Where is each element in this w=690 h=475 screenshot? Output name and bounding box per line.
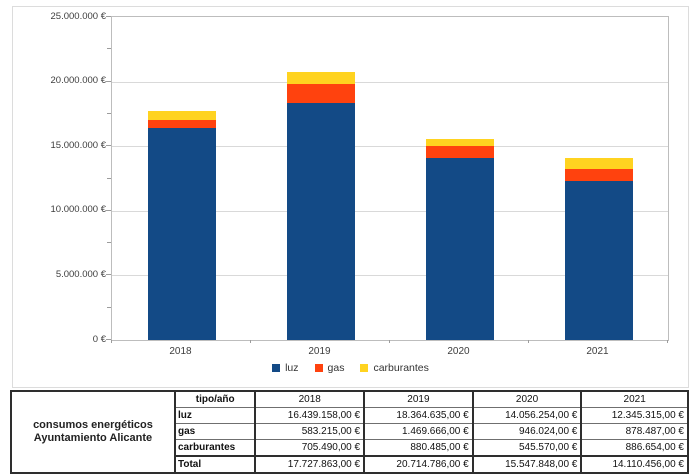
legend-item-luz: luz [272, 362, 299, 374]
row-label-luz: luz [174, 407, 256, 424]
data-table-wrap: consumos energéticos Ayuntamiento Alican… [10, 390, 689, 474]
cell-total-2020: 15.547.848,00 € [471, 455, 582, 474]
table-year-2018: 2018 [254, 390, 365, 408]
legend-swatch-gas [314, 364, 323, 372]
x-tick [250, 340, 251, 343]
x-axis-label: 2019 [308, 346, 331, 357]
y-axis-label: 15.000.000 € [50, 139, 106, 151]
cell-carburantes-2021: 886.654,00 € [580, 439, 689, 457]
legend-swatch-carburantes [360, 364, 369, 372]
y-tick [107, 177, 111, 179]
bar-segment-gas [286, 83, 355, 103]
cell-carburantes-2019: 880.485,00 € [363, 439, 474, 457]
y-axis-label: 10.000.000 € [50, 204, 106, 216]
gridline [112, 146, 668, 148]
cell-total-2021: 14.110.456,00 € [580, 455, 689, 474]
cell-carburantes-2018: 705.490,00 € [254, 439, 365, 457]
x-axis-label: 2020 [447, 346, 470, 357]
y-tick [106, 274, 111, 276]
table-year-2021: 2021 [580, 390, 689, 408]
y-axis-label: 5.000.000 € [55, 268, 106, 280]
cell-luz-2020: 14.056.254,00 € [471, 407, 582, 424]
y-axis-label: 0 € [92, 333, 106, 345]
table-year-2020: 2020 [471, 390, 582, 408]
gridline [112, 210, 668, 212]
chart-area: luz gas carburantes 0 € 5.000.000 € 10.000… [12, 6, 689, 388]
y-tick [107, 112, 111, 114]
bar-segment-carburantes [147, 110, 216, 121]
x-tick [528, 340, 529, 343]
legend-swatch-luz [272, 364, 281, 372]
y-tick [107, 306, 111, 308]
plot-area [111, 16, 669, 341]
y-tick [106, 339, 111, 340]
x-axis-label: 2021 [586, 346, 609, 357]
table-row-gas: gas 583.215,00 € 1.469.666,00 € 946.024,… [11, 423, 689, 440]
bar-segment-gas [425, 146, 494, 159]
cell-gas-2019: 1.469.666,00 € [363, 423, 474, 440]
cell-total-2018: 17.727.863,00 € [254, 455, 365, 474]
row-label-carburantes: carburantes [174, 439, 256, 457]
row-label-gas: gas [174, 423, 256, 440]
table-header-row: consumos energéticos Ayuntamiento Alican… [10, 390, 689, 474]
row-label-total: Total [174, 455, 256, 474]
gridline [112, 81, 668, 83]
y-tick [107, 48, 111, 50]
y-axis-label: 20.000.000 € [50, 75, 106, 87]
cell-carburantes-2020: 545.570,00 € [471, 439, 582, 457]
legend-label-luz: luz [285, 362, 299, 374]
x-tick [389, 340, 390, 343]
legend-item-carburantes: carburantes [360, 362, 429, 374]
cell-gas-2020: 946.024,00 € [471, 423, 582, 440]
cell-luz-2019: 18.364.635,00 € [363, 407, 474, 424]
bar-segment-gas [147, 120, 216, 128]
y-tick [106, 209, 111, 211]
legend-label-gas: gas [327, 362, 345, 374]
y-tick [106, 145, 111, 147]
table-row-total: Total 17.727.863,00 € 20.714.786,00 € 15… [11, 455, 689, 474]
bar-segment-carburantes [286, 72, 355, 84]
cell-luz-2018: 16.439.158,00 € [254, 407, 365, 424]
bar-segment-carburantes [564, 157, 633, 170]
table-title: consumos energéticos Ayuntamiento Alican… [10, 390, 176, 474]
y-tick [106, 80, 111, 82]
bar-segment-luz [564, 180, 633, 340]
chart-legend: luz gas carburantes [13, 362, 688, 374]
x-tick [667, 340, 668, 343]
bar-segment-luz [286, 102, 355, 340]
legend-item-gas: gas [314, 362, 345, 374]
bar-segment-carburantes [425, 139, 494, 147]
data-table: consumos energéticos Ayuntamiento Alican… [10, 390, 689, 474]
table-title-line1: consumos energéticos [33, 419, 153, 431]
bar-segment-gas [564, 169, 633, 181]
bar-segment-luz [147, 127, 216, 340]
y-tick [107, 242, 111, 244]
cell-total-2019: 20.714.786,00 € [363, 455, 474, 474]
x-tick [111, 340, 112, 343]
table-year-2019: 2019 [363, 390, 474, 408]
gridline [112, 275, 668, 277]
y-tick [106, 16, 111, 17]
y-axis-label: 25.000.000 € [50, 10, 106, 22]
x-axis-label: 2018 [169, 346, 192, 357]
table-row-luz: luz 16.439.158,00 € 18.364.635,00 € 14.0… [11, 407, 689, 424]
bar-segment-luz [425, 158, 494, 340]
cell-gas-2021: 878.487,00 € [580, 423, 689, 440]
cell-gas-2018: 583.215,00 € [254, 423, 365, 440]
legend-label-carburantes: carburantes [373, 362, 429, 374]
cell-luz-2021: 12.345.315,00 € [580, 407, 689, 424]
table-title-line2: Ayuntamiento Alicante [33, 432, 153, 444]
table-corner-label: tipo/año [174, 390, 256, 408]
